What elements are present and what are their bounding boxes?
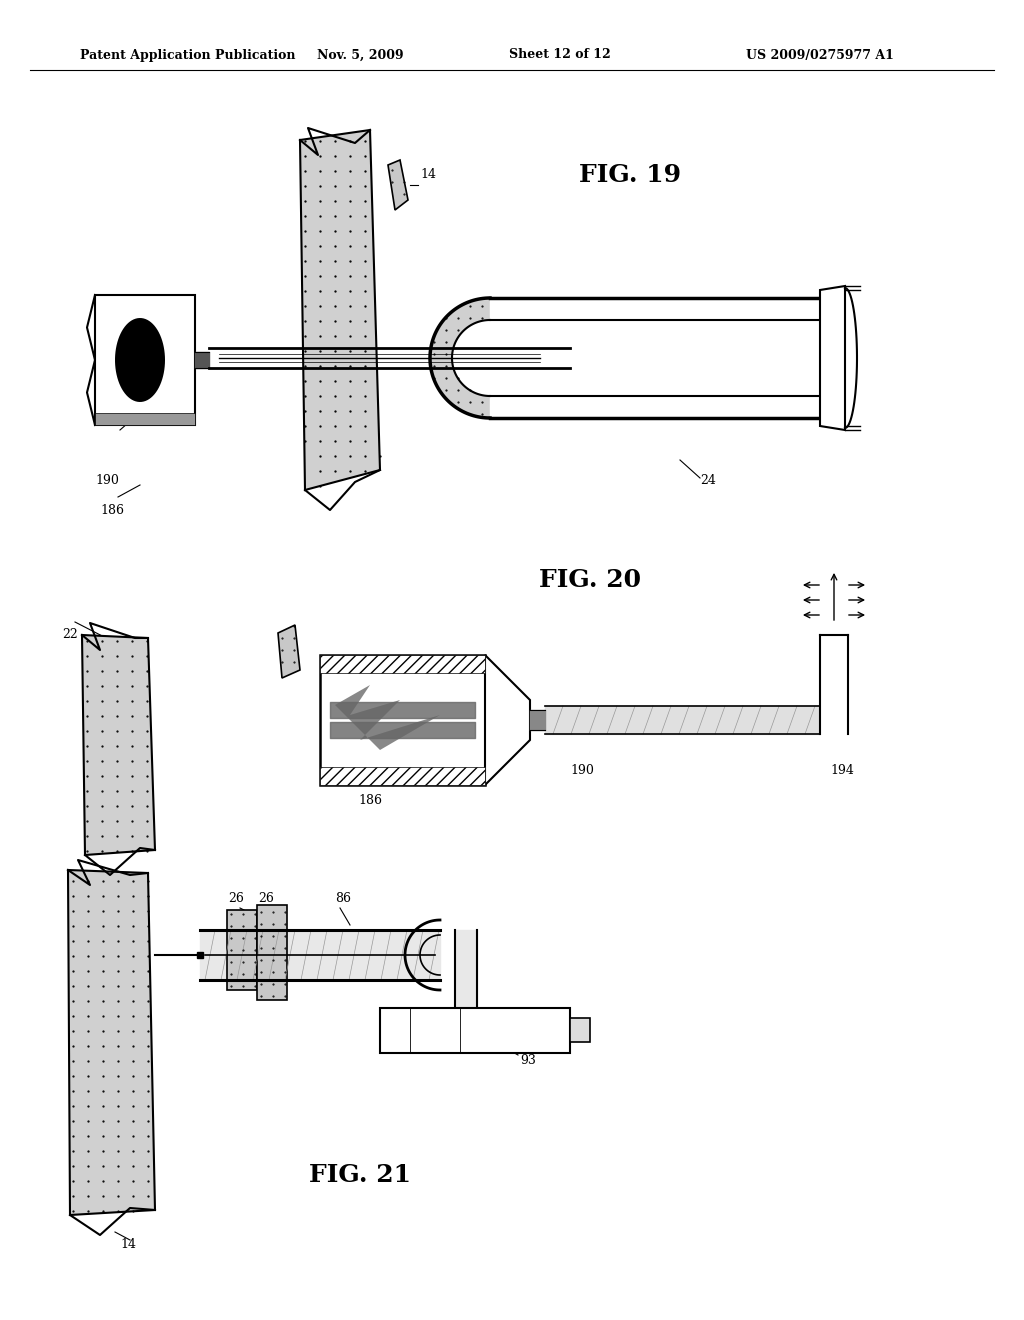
Polygon shape [95, 294, 195, 425]
Text: 14: 14 [120, 1238, 136, 1251]
Text: 190: 190 [570, 763, 594, 776]
Polygon shape [335, 685, 440, 750]
Polygon shape [95, 413, 195, 425]
Text: Patent Application Publication: Patent Application Publication [80, 49, 296, 62]
Text: 93: 93 [520, 1053, 536, 1067]
Text: 86: 86 [335, 891, 351, 904]
Text: 22: 22 [62, 628, 78, 642]
Text: 186: 186 [358, 793, 382, 807]
Polygon shape [319, 655, 485, 785]
Polygon shape [380, 1007, 570, 1052]
Text: US 2009/0275977 A1: US 2009/0275977 A1 [746, 49, 894, 62]
Polygon shape [570, 1018, 590, 1041]
Polygon shape [227, 909, 257, 990]
Polygon shape [485, 655, 530, 785]
Text: FIG. 21: FIG. 21 [309, 1163, 411, 1187]
Text: 194: 194 [830, 763, 854, 776]
Polygon shape [388, 160, 408, 210]
Text: FIG. 19: FIG. 19 [579, 162, 681, 187]
Text: 14: 14 [420, 169, 436, 181]
Polygon shape [68, 870, 155, 1214]
Polygon shape [300, 129, 380, 490]
Polygon shape [278, 624, 300, 678]
Text: 26: 26 [258, 891, 273, 904]
Text: 26: 26 [228, 891, 244, 904]
Polygon shape [820, 286, 845, 430]
Text: FIG. 20: FIG. 20 [539, 568, 641, 591]
Text: 190: 190 [95, 474, 119, 487]
Text: 186: 186 [100, 503, 124, 516]
Text: 24: 24 [700, 474, 716, 487]
Polygon shape [257, 906, 287, 1001]
Text: Sheet 12 of 12: Sheet 12 of 12 [509, 49, 611, 62]
Polygon shape [319, 767, 485, 785]
Polygon shape [430, 298, 490, 418]
Text: Nov. 5, 2009: Nov. 5, 2009 [316, 49, 403, 62]
Polygon shape [82, 635, 155, 855]
Polygon shape [319, 655, 485, 673]
Polygon shape [115, 318, 165, 403]
